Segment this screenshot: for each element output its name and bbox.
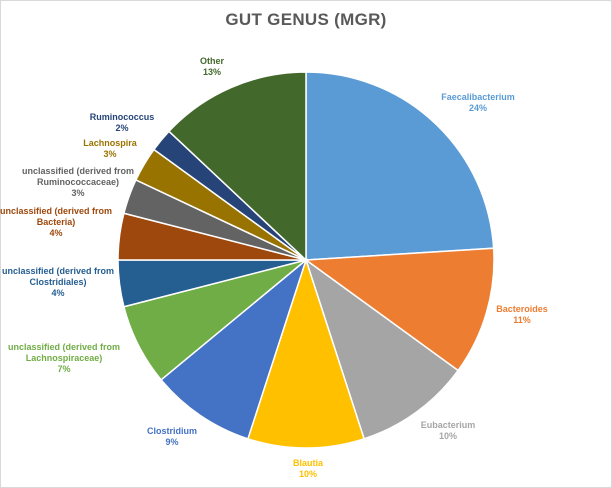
slice-label-value: 3% (103, 149, 116, 159)
slice-label-name: Lachnospiraceae) (26, 353, 103, 363)
slice-label-name: Bacteroides (496, 304, 548, 314)
slice-label-value: 11% (513, 315, 531, 325)
slice-label-name: Eubacterium (421, 420, 476, 430)
slice-label-value: 3% (71, 188, 84, 198)
pie-slice (246, 257, 366, 449)
pie-slice (303, 247, 495, 372)
slice-label-value: 13% (203, 67, 221, 77)
slice-label-name: Clostridium (147, 426, 197, 436)
pie-slices (117, 71, 495, 449)
slice-label-value: 2% (115, 123, 128, 133)
pie-slice (167, 71, 307, 262)
slice-label-name: unclassified (derived from (22, 166, 134, 176)
slice-label-name: Ruminococcaceae) (37, 177, 119, 187)
slice-label-name: Clostridiales) (29, 277, 86, 287)
slice-label-value: 4% (51, 288, 64, 298)
slice-label-value: 7% (57, 364, 70, 374)
slice-label-name: Blautia (293, 458, 324, 468)
slice-label-name: unclassified (derived from (0, 206, 112, 216)
slice-label-value: 10% (439, 431, 457, 441)
slice-label-value: 10% (299, 469, 317, 479)
slice-label-name: Other (200, 56, 225, 66)
slice-label-name: Lachnospira (83, 138, 138, 148)
slice-label-name: Bacteria) (37, 217, 76, 227)
slice-label-value: 9% (165, 437, 178, 447)
slice-label-name: unclassified (derived from (2, 266, 114, 276)
pie-slice (305, 71, 495, 261)
pie-slice (160, 257, 308, 440)
chart-title: GUT GENUS (MGR) (225, 10, 387, 29)
slice-label-name: Ruminococcus (90, 112, 155, 122)
slice-label-name: unclassified (derived from (8, 342, 120, 352)
pie-slice (304, 258, 460, 440)
slice-label-name: Faecalibacterium (441, 92, 515, 102)
slice-label-value: 4% (49, 228, 62, 238)
slice-label-value: 24% (469, 103, 487, 113)
